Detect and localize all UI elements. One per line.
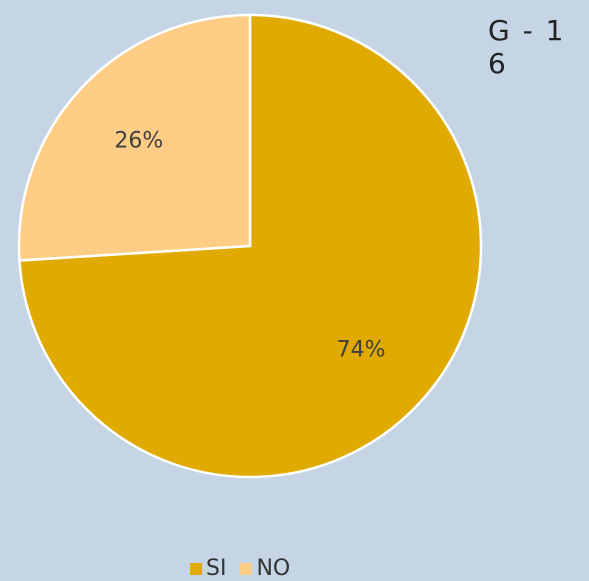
legend-item-si: SI bbox=[190, 556, 226, 581]
legend: SI NO bbox=[190, 556, 290, 581]
pie-data-labels: 74% 26% bbox=[114, 129, 385, 363]
legend-swatch-si bbox=[190, 562, 202, 575]
legend-label-no: NO bbox=[256, 556, 291, 581]
data-label-si: 74% bbox=[337, 337, 386, 362]
legend-item-no: NO bbox=[240, 556, 290, 581]
pie-slices bbox=[17, 13, 483, 479]
legend-swatch-no bbox=[240, 562, 253, 575]
pie-slice-no bbox=[17, 13, 252, 262]
pie-chart: 74% 26% bbox=[17, 13, 483, 479]
legend-label-si: SI bbox=[206, 556, 227, 581]
chart-id-label: G - 1 6 bbox=[488, 14, 566, 80]
data-label-no: 26% bbox=[114, 129, 163, 154]
